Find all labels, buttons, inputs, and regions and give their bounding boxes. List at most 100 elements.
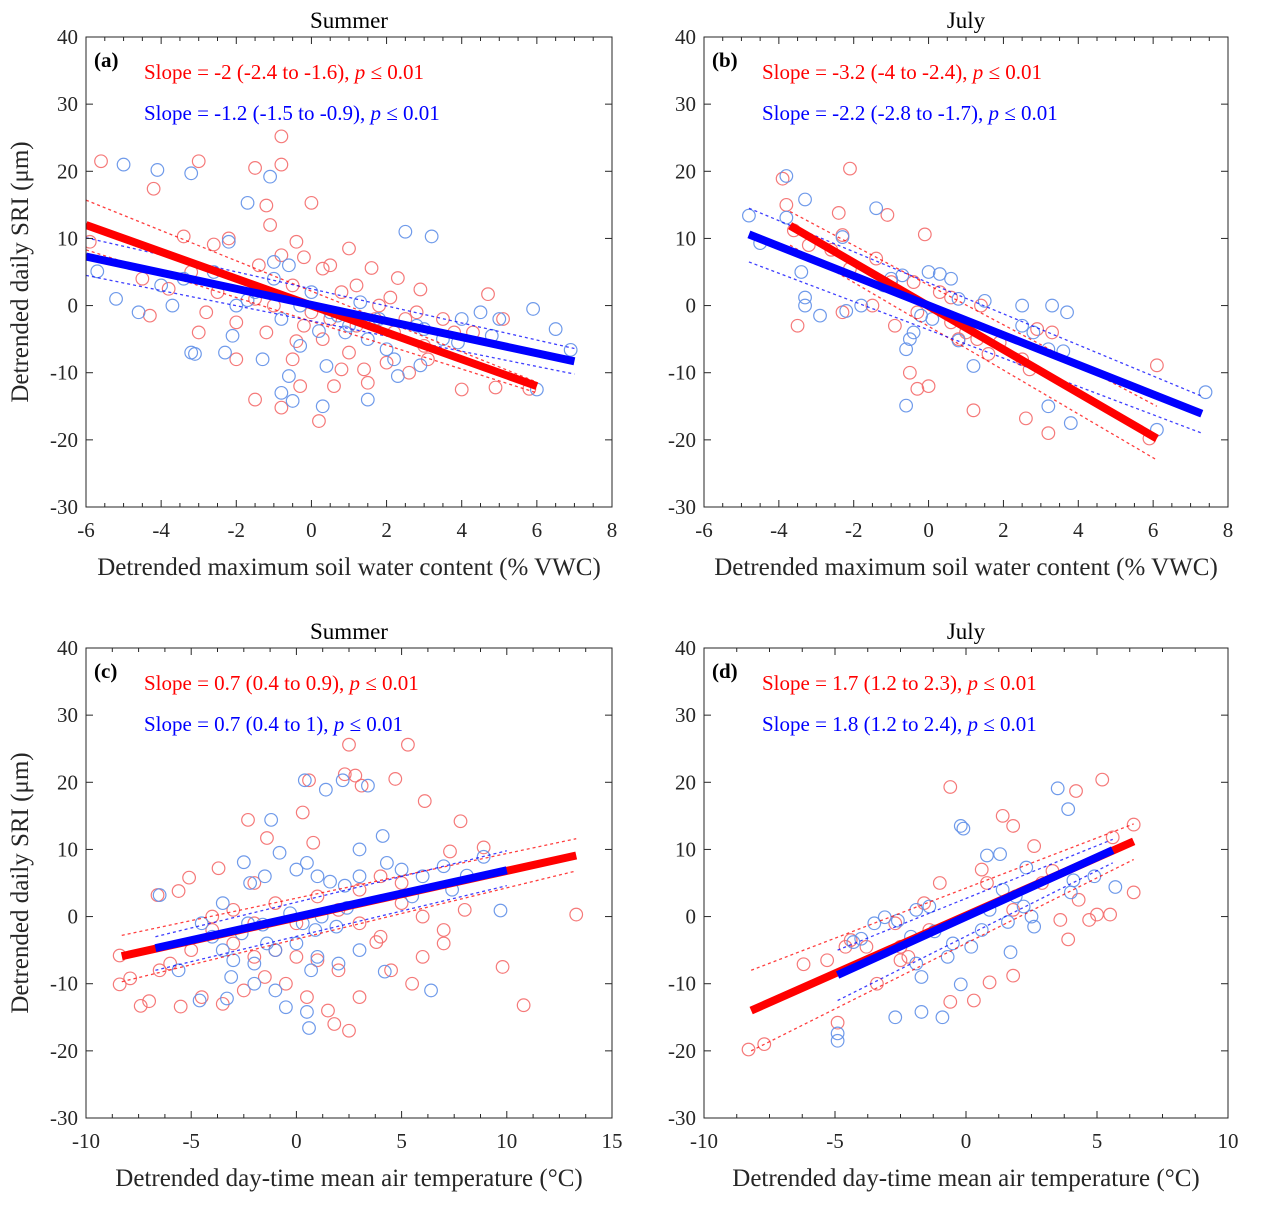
data-point: [360, 392, 375, 407]
data-point: [229, 315, 244, 330]
data-point: [1006, 968, 1021, 983]
x-tick-label: 0: [961, 1129, 972, 1153]
red-ci-lower-line: [750, 858, 1134, 1052]
panel-label: (b): [712, 48, 738, 72]
data-point: [796, 957, 811, 972]
data-point: [142, 994, 157, 1009]
data-point: [289, 234, 304, 249]
x-tick-label: 0: [923, 518, 934, 542]
series-red-points: [112, 737, 584, 1038]
data-point: [384, 963, 398, 978]
slope-annotation: Slope = -2 (-2.4 to -1.6), p ≤ 0.01: [144, 60, 424, 84]
data-point: [974, 862, 989, 877]
data-point: [454, 382, 469, 397]
data-point: [257, 970, 272, 984]
data-point: [352, 990, 367, 1005]
data-point: [302, 773, 316, 788]
data-point: [831, 206, 846, 220]
data-point: [206, 237, 221, 252]
data-point: [218, 345, 232, 360]
x-axis-label: Detrended maximum soil water content (% …: [97, 554, 601, 581]
slope-annotation: Slope = 0.7 (0.4 to 1), p ≤ 0.01: [144, 712, 403, 736]
data-point: [360, 332, 375, 347]
data-point: [154, 278, 169, 293]
data-point: [838, 939, 853, 954]
data-point: [334, 362, 349, 377]
data-point: [476, 849, 491, 864]
data-point: [86, 234, 97, 249]
data-point: [247, 956, 262, 971]
plot-content: [742, 161, 1213, 461]
data-point: [236, 855, 251, 870]
blue-fit-line: [835, 846, 1115, 979]
data-point: [917, 227, 932, 242]
data-point: [839, 304, 854, 318]
data-point: [161, 281, 176, 296]
p-symbol: p: [966, 712, 979, 736]
data-point: [921, 265, 936, 279]
y-tick-label: 20: [675, 159, 696, 183]
data-point: [405, 976, 420, 991]
y-axis-label: Detrended daily SRI (μm): [7, 752, 34, 1013]
data-point: [1001, 915, 1015, 929]
data-point: [935, 1010, 950, 1025]
data-point: [413, 282, 428, 297]
y-tick-label: -10: [50, 361, 78, 385]
data-point: [90, 264, 105, 279]
x-tick-label: -5: [826, 1129, 844, 1153]
data-point: [310, 889, 325, 904]
data-point: [278, 1000, 293, 1015]
data-point: [352, 916, 367, 931]
p-value: ≤ 0.01: [344, 712, 403, 736]
data-point: [877, 910, 892, 925]
data-point: [323, 258, 338, 273]
data-point: [260, 831, 274, 845]
x-tick-label: -10: [690, 1129, 718, 1153]
data-point: [260, 936, 274, 951]
data-point: [1015, 318, 1030, 333]
y-tick-label: 0: [68, 294, 79, 318]
data-point: [334, 285, 349, 300]
p-value: ≤ 0.01: [983, 60, 1042, 84]
blue-fit-line: [154, 866, 508, 953]
data-point: [379, 355, 394, 370]
panel-label: (c): [94, 659, 117, 683]
data-point: [980, 848, 994, 863]
slope-text: Slope = -3.2 (-4 to -2.4),: [762, 60, 973, 84]
data-point: [152, 888, 167, 902]
data-point: [401, 737, 415, 752]
data-point: [146, 181, 161, 196]
data-point: [281, 258, 296, 273]
data-point: [293, 379, 308, 394]
slope-text: Slope = 1.8 (1.2 to 2.4),: [762, 712, 968, 736]
data-point: [980, 876, 994, 890]
data-point: [364, 261, 379, 275]
data-point: [899, 398, 914, 413]
data-point: [327, 1017, 342, 1031]
p-symbol: p: [986, 101, 999, 125]
data-point: [887, 318, 902, 333]
data-point: [247, 976, 262, 991]
y-tick-label: -20: [50, 1039, 78, 1063]
y-tick-label: 20: [57, 159, 78, 183]
data-point: [182, 870, 196, 885]
data-point: [247, 876, 262, 890]
data-point: [272, 845, 287, 860]
data-point: [921, 379, 936, 394]
data-point: [906, 275, 921, 289]
data-point: [215, 896, 230, 911]
data-point: [473, 305, 488, 320]
data-point: [236, 983, 251, 998]
data-point: [377, 964, 392, 979]
data-point: [493, 903, 508, 918]
x-tick-label: 4: [456, 518, 467, 542]
data-point: [353, 295, 368, 310]
y-tick-label: -10: [668, 972, 696, 996]
data-point: [335, 773, 350, 788]
y-tick-label: 0: [686, 294, 697, 318]
data-point: [741, 1042, 756, 1057]
p-value: ≤ 0.01: [999, 101, 1058, 125]
data-point: [820, 953, 835, 968]
data-point: [150, 163, 165, 177]
